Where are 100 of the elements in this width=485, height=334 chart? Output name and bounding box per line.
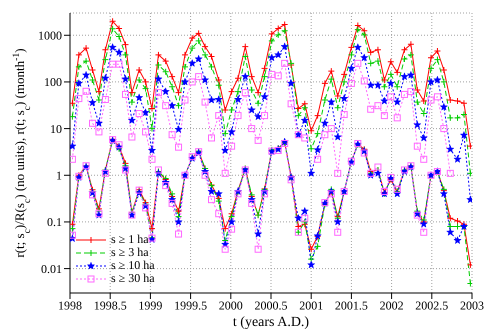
point bbox=[294, 214, 302, 222]
point bbox=[334, 228, 342, 236]
x-tick-label: 1999.5 bbox=[174, 298, 208, 313]
point bbox=[307, 260, 316, 268]
point bbox=[95, 128, 102, 136]
point bbox=[168, 200, 176, 207]
point bbox=[360, 150, 368, 156]
point bbox=[380, 112, 388, 120]
y-tick-label: 10 bbox=[50, 122, 62, 136]
x-tick-label: 1998.5 bbox=[94, 298, 127, 313]
point bbox=[440, 190, 448, 198]
point bbox=[261, 190, 268, 198]
y-tick-label: 1 bbox=[56, 168, 62, 183]
point bbox=[367, 106, 374, 113]
y-tick-label: 0.1 bbox=[47, 215, 62, 230]
point bbox=[321, 131, 328, 138]
point bbox=[195, 73, 202, 80]
x-tick-label: 2003 bbox=[460, 298, 484, 313]
point bbox=[142, 204, 150, 212]
point bbox=[420, 228, 428, 236]
x-tick-label: 2002.5 bbox=[415, 298, 448, 313]
point bbox=[89, 191, 96, 198]
point bbox=[242, 89, 249, 96]
point bbox=[340, 111, 348, 118]
point bbox=[162, 182, 170, 190]
point bbox=[314, 156, 322, 163]
point bbox=[228, 142, 236, 150]
point bbox=[440, 125, 448, 132]
legend-label: s ≥ 1 ha bbox=[111, 232, 149, 246]
point bbox=[374, 102, 382, 110]
point bbox=[215, 112, 222, 120]
x-tick-label: 2000 bbox=[218, 298, 243, 313]
point bbox=[254, 230, 262, 238]
point bbox=[334, 170, 342, 177]
point bbox=[175, 144, 182, 151]
point bbox=[228, 218, 236, 226]
point bbox=[427, 96, 434, 104]
y-tick-label: 0.01 bbox=[41, 262, 62, 276]
point bbox=[254, 136, 262, 144]
point bbox=[254, 246, 262, 253]
x-tick-label: 1998 bbox=[58, 298, 82, 313]
point bbox=[300, 207, 309, 214]
point bbox=[154, 89, 162, 96]
x-tick-label: 2001 bbox=[299, 298, 324, 313]
point bbox=[75, 95, 82, 102]
point bbox=[208, 134, 216, 142]
point bbox=[454, 236, 462, 244]
point bbox=[434, 93, 441, 100]
y-tick-label: 100 bbox=[44, 75, 62, 90]
point bbox=[446, 228, 454, 236]
x-tick-label: 1999 bbox=[138, 298, 162, 313]
point bbox=[328, 190, 335, 198]
point bbox=[109, 60, 116, 68]
point bbox=[387, 93, 394, 100]
point bbox=[348, 80, 355, 87]
point bbox=[354, 60, 362, 67]
point bbox=[188, 78, 196, 86]
point bbox=[181, 96, 188, 104]
point bbox=[174, 218, 182, 226]
point bbox=[136, 110, 143, 118]
point bbox=[301, 214, 308, 222]
point bbox=[374, 169, 382, 177]
point bbox=[82, 88, 90, 95]
point bbox=[222, 170, 229, 177]
point bbox=[148, 156, 156, 163]
y-tick-label: 1000 bbox=[38, 28, 62, 43]
point bbox=[420, 156, 428, 163]
point bbox=[202, 172, 209, 179]
point bbox=[234, 112, 242, 120]
point bbox=[222, 246, 229, 253]
point bbox=[142, 128, 150, 136]
point bbox=[70, 156, 76, 163]
point bbox=[208, 196, 216, 204]
point bbox=[228, 226, 236, 233]
legend-label: s ≥ 30 ha bbox=[111, 271, 155, 285]
point bbox=[288, 100, 295, 108]
point bbox=[214, 190, 223, 198]
point bbox=[261, 112, 268, 120]
point bbox=[202, 98, 209, 106]
point bbox=[234, 190, 242, 198]
point bbox=[400, 90, 408, 98]
point bbox=[168, 131, 176, 138]
point bbox=[281, 60, 288, 67]
point bbox=[248, 125, 256, 132]
point bbox=[102, 96, 109, 104]
point bbox=[414, 142, 421, 150]
legend-label: s ≥ 3 ha bbox=[111, 245, 149, 259]
point bbox=[268, 70, 276, 78]
point bbox=[162, 102, 170, 110]
point bbox=[89, 120, 96, 127]
point bbox=[301, 134, 308, 142]
point bbox=[208, 187, 216, 195]
point bbox=[70, 232, 76, 239]
x-tick-label: 2001.5 bbox=[334, 298, 368, 313]
legend-label: s ≥ 10 ha bbox=[111, 258, 155, 272]
point bbox=[175, 230, 182, 238]
point bbox=[215, 210, 222, 218]
point bbox=[328, 125, 335, 132]
point bbox=[248, 200, 256, 207]
x-axis-title: t (years A.D.) bbox=[232, 315, 310, 330]
